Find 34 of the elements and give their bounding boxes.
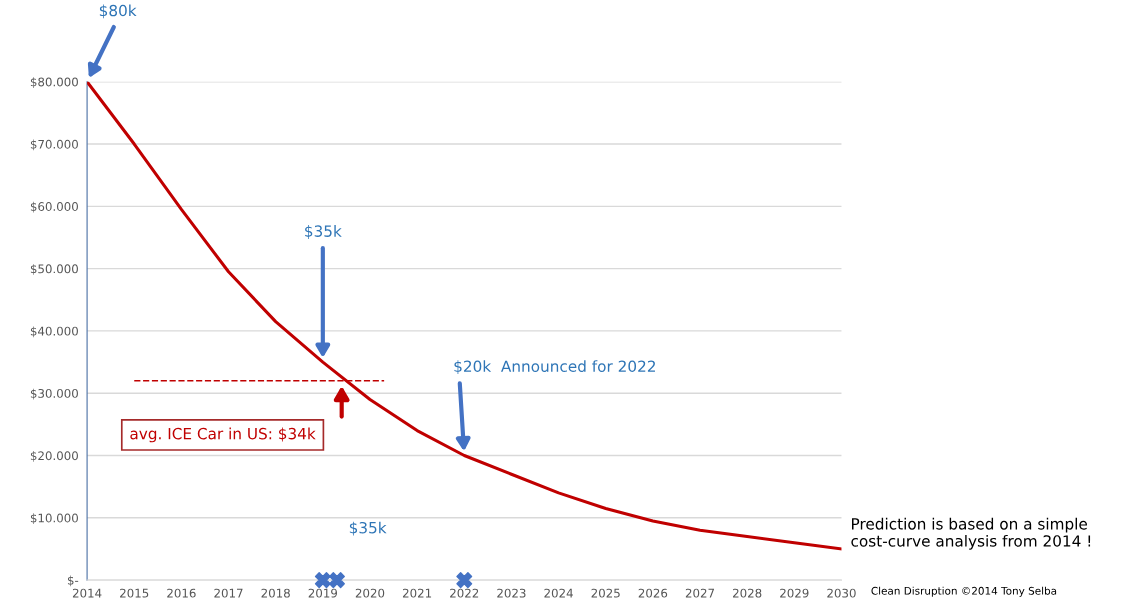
x-tick-label: 2029 [780,588,809,598]
x-tick-label: 2019 [308,588,338,598]
annotation: $35k [305,225,342,239]
y-tick-label: $10.000 [30,513,78,525]
x-tick-label: 2026 [638,588,668,598]
x-tick-label: 2025 [591,588,620,598]
annotation: avg. ICE Car in US: $34k [130,427,316,443]
x-tick-label: 2022 [450,588,479,598]
x-tick-label: 2017 [214,588,243,598]
x-tick-label: 2027 [685,588,715,598]
x-tick-label: 2023 [497,588,526,598]
x-tick-label: 2020 [355,588,385,598]
x-tick-label: 2028 [733,588,762,598]
y-tick-label: $80.000 [30,77,78,88]
y-tick-label: $30.000 [30,388,78,400]
y-tick-label: $70.000 [30,139,78,151]
text: Prediction is based on a simple cost-curve analysis from 2014 ! [851,517,1091,550]
annotation: $80k [99,4,137,19]
annotation: $35k [349,521,387,536]
x-tick-label: 2021 [402,588,432,598]
x-tick-label: 2018 [261,588,290,598]
y-tick-label: $60.000 [30,201,78,213]
x-tick-label: 2014 [72,588,102,598]
x-tick-label: 2030 [827,588,856,598]
x-tick-label: 2016 [167,588,196,598]
y-tick-label: $20.000 [30,451,78,462]
text: Clean Disruption ©2014 Tony Selba [871,586,1057,597]
y-tick-label: $- [67,575,79,587]
y-tick-label: $40.000 [30,326,78,338]
x-tick-label: 2024 [544,588,573,598]
annotation: $20k Announced for 2022 [454,360,655,375]
line-series [87,81,842,551]
x-tick-label: 2015 [120,588,149,598]
y-tick-label: $50.000 [30,264,78,275]
